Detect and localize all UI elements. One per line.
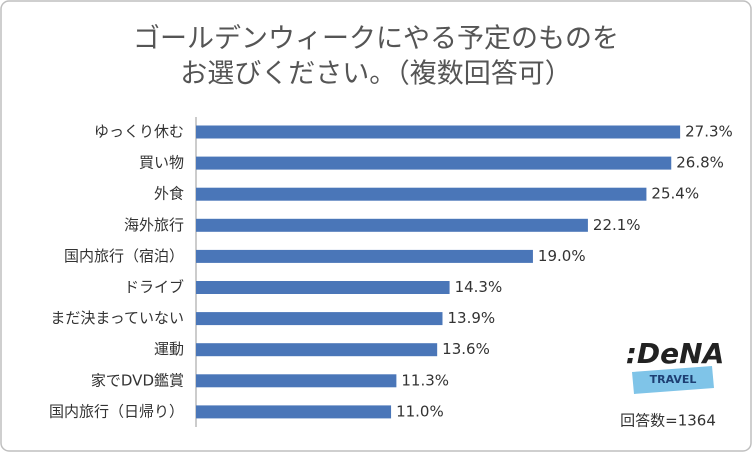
value-label: 25.4% <box>651 185 699 203</box>
logo-band <box>632 366 714 394</box>
category-label: 外食 <box>154 185 184 203</box>
category-label: 買い物 <box>139 154 184 172</box>
category-label: 家でDVD鑑賞 <box>91 371 184 389</box>
logo-name: :DeNA <box>626 337 725 370</box>
value-label: 11.3% <box>401 371 449 389</box>
value-label: 13.9% <box>447 309 495 327</box>
logo: :DeNA TRAVEL <box>626 337 725 394</box>
chart-title: お選びください。（複数回答可） <box>180 59 572 90</box>
bar <box>196 187 647 201</box>
category-label: 運動 <box>154 340 184 358</box>
category-label: ドライブ <box>124 278 184 296</box>
value-label: 14.3% <box>455 278 503 296</box>
bar <box>196 156 672 170</box>
bar <box>196 125 681 139</box>
logo-tagline: TRAVEL <box>650 373 697 386</box>
category-label: ゆっくり休む <box>94 123 184 141</box>
bar <box>196 343 438 357</box>
value-label: 19.0% <box>538 247 586 265</box>
value-label: 26.8% <box>676 154 724 172</box>
category-label: 国内旅行（日帰り） <box>49 402 184 420</box>
note: 回答数=1364 <box>620 412 716 430</box>
category-label: 国内旅行（宿泊） <box>64 247 184 265</box>
value-label: 11.0% <box>396 402 444 420</box>
bar <box>196 405 392 419</box>
bar <box>196 249 533 263</box>
value-label: 13.6% <box>442 340 490 358</box>
bar <box>196 281 450 294</box>
value-label: 22.1% <box>593 216 641 234</box>
bar <box>196 218 588 232</box>
chart-title: ゴールデンウィークにやる予定のものを <box>133 24 619 55</box>
category-label: まだ決まっていない <box>50 309 184 327</box>
bar <box>196 374 397 388</box>
bar <box>196 312 443 326</box>
value-label: 27.3% <box>685 123 733 141</box>
category-label: 海外旅行 <box>124 216 184 234</box>
